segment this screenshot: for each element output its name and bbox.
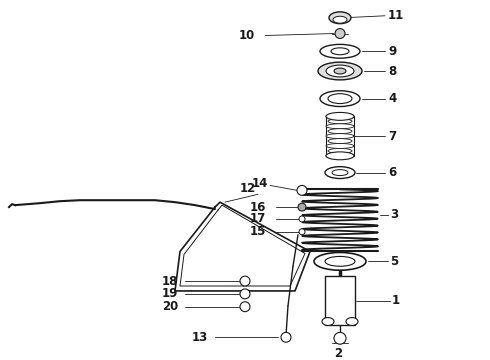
Ellipse shape [326, 124, 354, 129]
Circle shape [298, 203, 306, 211]
Text: 20: 20 [162, 300, 178, 313]
Circle shape [299, 229, 305, 235]
Text: 14: 14 [252, 177, 268, 190]
Ellipse shape [334, 68, 346, 74]
Ellipse shape [314, 252, 366, 270]
Ellipse shape [326, 144, 354, 148]
Ellipse shape [328, 129, 352, 134]
Ellipse shape [320, 44, 360, 58]
Ellipse shape [331, 48, 349, 55]
Text: 17: 17 [250, 212, 266, 225]
Ellipse shape [326, 65, 354, 77]
Ellipse shape [325, 256, 355, 266]
Ellipse shape [328, 94, 352, 104]
Text: 8: 8 [388, 64, 396, 77]
Text: 13: 13 [192, 331, 208, 344]
Text: 16: 16 [249, 201, 266, 213]
Ellipse shape [332, 170, 348, 176]
Circle shape [334, 332, 346, 344]
Text: 18: 18 [162, 275, 178, 288]
Ellipse shape [325, 167, 355, 179]
Ellipse shape [326, 114, 354, 119]
Text: 19: 19 [162, 287, 178, 300]
Bar [325, 276, 355, 325]
Ellipse shape [320, 91, 360, 107]
Text: 6: 6 [388, 166, 396, 179]
Text: 11: 11 [388, 9, 404, 22]
Ellipse shape [322, 318, 334, 325]
Text: 7: 7 [388, 130, 396, 143]
Ellipse shape [328, 139, 352, 144]
Text: 15: 15 [249, 225, 266, 238]
Text: 5: 5 [390, 255, 398, 268]
Ellipse shape [326, 152, 354, 160]
Ellipse shape [318, 62, 362, 80]
Text: 4: 4 [388, 92, 396, 105]
Text: 2: 2 [334, 347, 342, 360]
Ellipse shape [329, 12, 351, 24]
Text: 12: 12 [240, 182, 256, 195]
Circle shape [240, 289, 250, 299]
Circle shape [335, 28, 345, 39]
Ellipse shape [333, 16, 347, 23]
Circle shape [299, 216, 305, 222]
Circle shape [240, 276, 250, 286]
Ellipse shape [346, 318, 358, 325]
Text: 9: 9 [388, 45, 396, 58]
Ellipse shape [328, 119, 352, 124]
Circle shape [281, 332, 291, 342]
Text: 1: 1 [392, 294, 400, 307]
Text: 10: 10 [239, 29, 255, 42]
Ellipse shape [326, 112, 354, 120]
Ellipse shape [326, 134, 354, 139]
Circle shape [240, 302, 250, 312]
Ellipse shape [328, 148, 352, 153]
Ellipse shape [326, 153, 354, 158]
Text: 3: 3 [390, 208, 398, 221]
Circle shape [297, 185, 307, 195]
